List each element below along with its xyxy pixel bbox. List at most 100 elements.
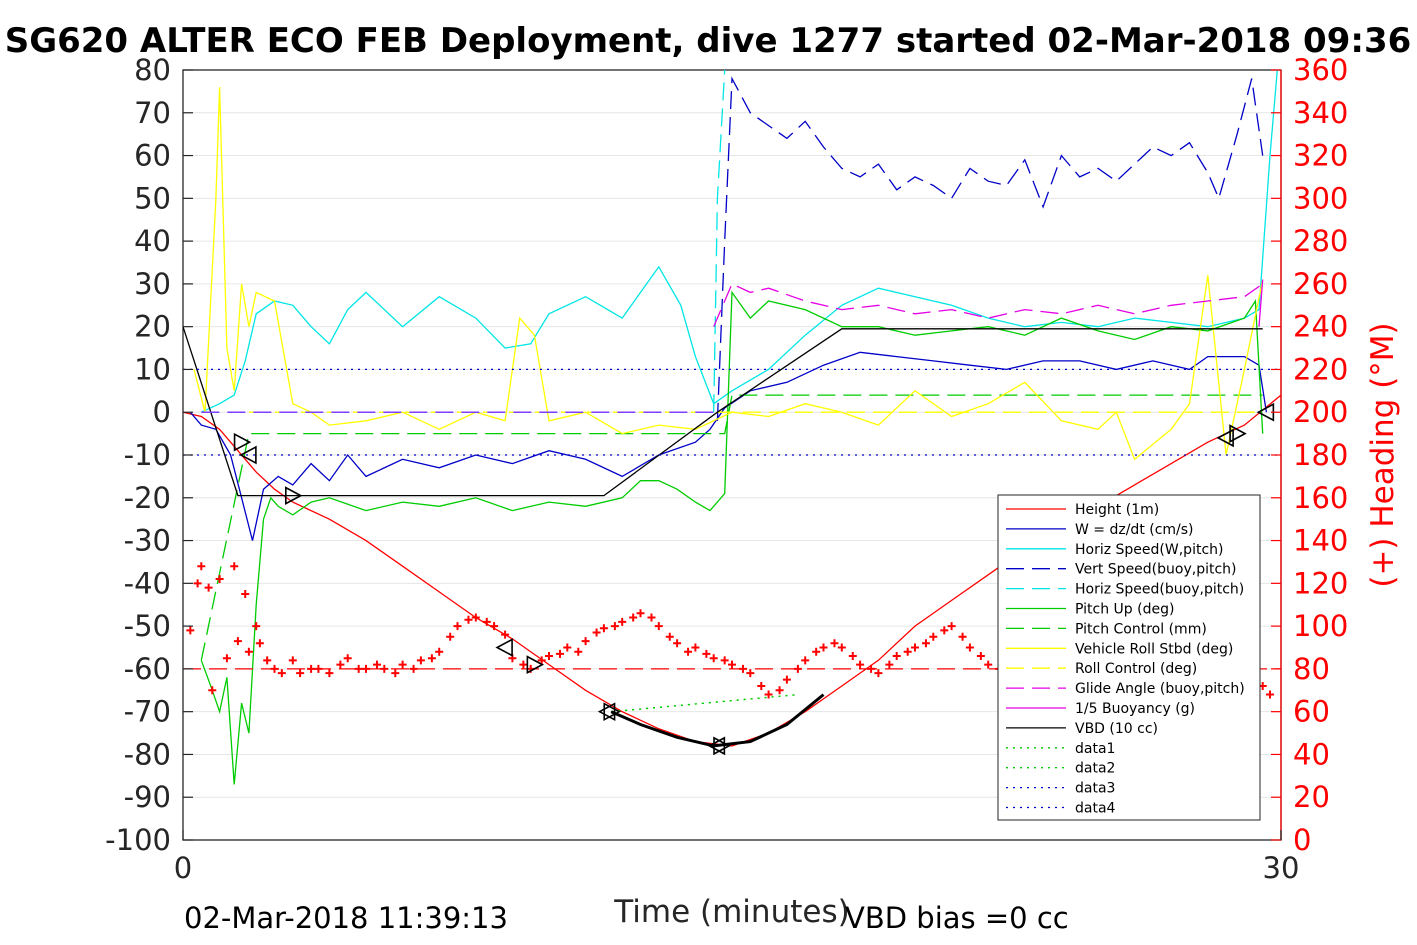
y2-tick-label: 240 [1293,310,1348,344]
heading-point [629,613,638,622]
y2-tick-label: 0 [1293,823,1311,857]
heading-point [720,656,729,665]
heading-point [354,664,363,673]
heading-point [874,669,883,678]
right-y-axis-label: (+) Heading (°M) [1365,322,1401,587]
heading-point [435,647,444,656]
series-line-8 [193,87,1264,461]
y-tick-label: 20 [134,310,171,344]
triangle-marker [707,736,726,756]
heading-point [427,654,436,663]
series-line-12 [183,326,1263,497]
heading-point [819,643,828,652]
heading-point [555,649,564,658]
heading-point [984,660,993,669]
heading-point [673,639,682,648]
heading-point [255,639,264,648]
heading-point [929,632,938,641]
heading-point [252,622,261,631]
y2-tick-label: 260 [1293,267,1348,301]
heading-point [837,643,846,652]
y2-tick-label: 220 [1293,352,1348,386]
series-line-6 [200,290,1264,785]
heading-point [958,632,967,641]
heading-point [398,660,407,669]
heading-point [764,690,773,699]
heading-point [885,660,894,669]
heading-point [325,669,334,678]
triangle-marker [285,486,303,505]
heading-point [230,562,239,571]
y2-tick-label: 120 [1293,566,1348,600]
heading-point [490,622,499,631]
y-tick-label: 60 [134,139,171,173]
heading-point [684,647,693,656]
heading-point [976,652,985,661]
y2-tick-label: 160 [1293,481,1348,515]
y-tick-label: -40 [124,566,171,600]
heading-point [241,590,250,599]
heading-point [391,669,400,678]
heading-point [665,632,674,641]
heading-point [812,647,821,656]
legend-label: Pitch Control (mm) [1075,621,1207,637]
heading-point [204,583,213,592]
heading-point [647,613,656,622]
legend-label: data1 [1075,741,1115,757]
heading-point [947,622,956,631]
heading-point [940,626,949,635]
heading-point [563,643,572,652]
series-line-11 [1258,279,1264,327]
heading-point [892,652,901,661]
heading-point [336,660,345,669]
triangle-marker [597,702,616,722]
heading-point [636,609,645,618]
y2-tick-label: 280 [1293,224,1348,258]
heading-point [592,628,601,637]
legend-label: Height (1m) [1075,502,1159,518]
heading-point [801,656,810,665]
right-y-axis: 0 20 40 60 80 100 120 140 160 180 200 220 240 260 280 3… [1271,53,1348,857]
y-tick-label: 80 [134,53,171,87]
x-axis: 0 30 [174,830,1299,885]
heading-point [464,615,473,624]
heading-point [482,617,491,626]
legend-label: Roll Control (deg) [1075,661,1197,677]
legend-label: data3 [1075,781,1115,797]
heading-point [856,660,865,669]
series-line-3 [201,70,1278,413]
heading-point [222,654,231,663]
heading-point [848,652,857,661]
y-tick-label: 50 [134,181,171,215]
heading-point [867,664,876,673]
y-tick-label: -10 [124,438,171,472]
heading-point [911,643,919,652]
heading-point [307,664,316,673]
triangle-marker [495,638,513,657]
y-tick-label: -30 [124,524,171,558]
heading-point [599,624,608,633]
heading-point [793,664,802,673]
triangle-marker [233,432,252,452]
heading-point [380,664,389,673]
heading-point [921,639,930,648]
heading-point [409,664,418,673]
heading-point [581,637,590,646]
heading-point [233,637,242,646]
heading-point [691,643,700,652]
heading-point [186,626,195,635]
y2-tick-label: 80 [1293,652,1330,686]
legend-label: Horiz Speed(W,pitch) [1075,542,1223,558]
y-tick-label: 30 [134,267,171,301]
heading-point [343,654,352,663]
heading-point [277,669,286,678]
heading-point [416,656,425,665]
heading-point [314,664,323,673]
x-tick-label: 0 [174,851,192,885]
legend-label: data2 [1075,761,1115,777]
y2-tick-label: 60 [1293,695,1330,729]
left-y-axis: -100-90-80-70-60-50-40-30-20-10010203040… [105,53,193,857]
heading-point [197,562,206,571]
y2-tick-label: 40 [1293,737,1330,771]
